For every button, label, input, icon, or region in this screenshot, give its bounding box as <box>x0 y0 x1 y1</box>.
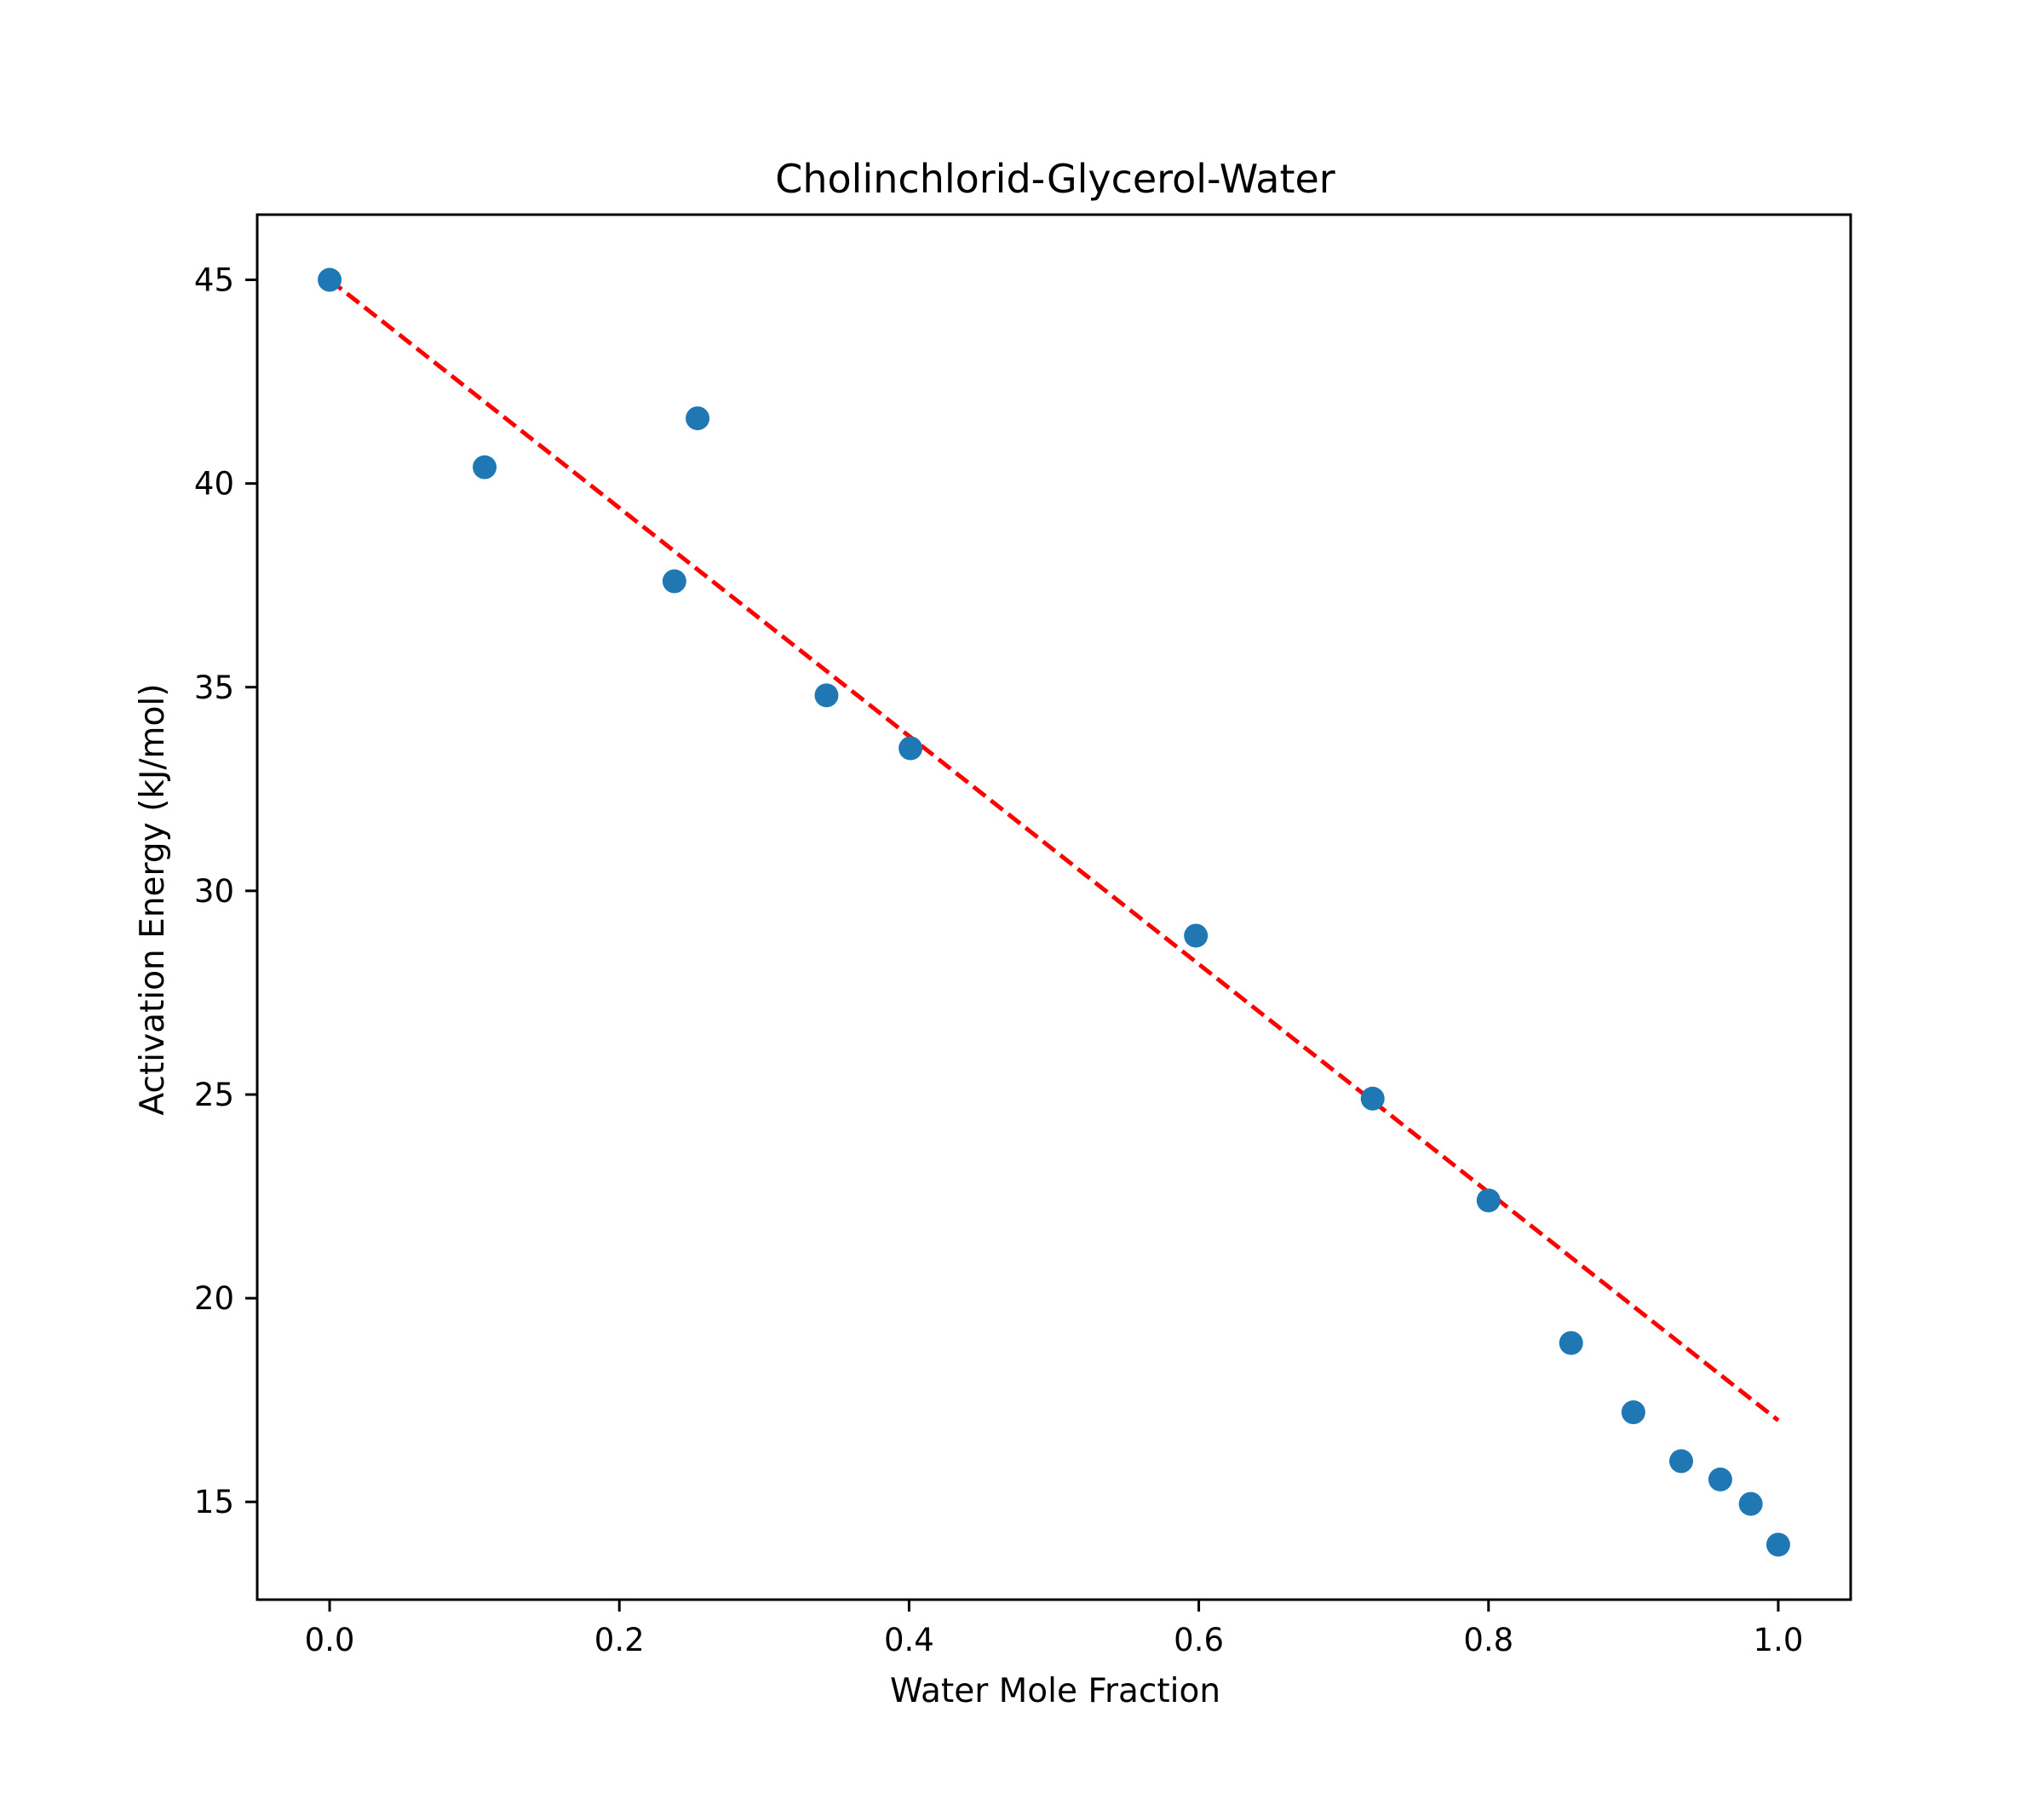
data-point <box>686 406 710 431</box>
plot-area-frame <box>256 213 1852 1601</box>
x-tick-label: 0.4 <box>884 1622 934 1658</box>
y-tick-label: 30 <box>194 873 234 910</box>
data-point <box>1766 1532 1790 1557</box>
data-point <box>899 736 923 761</box>
data-point <box>1360 1086 1385 1111</box>
x-tick-label: 1.0 <box>1754 1622 1804 1658</box>
data-point <box>1184 923 1209 948</box>
data-points-layer <box>318 267 1790 1557</box>
y-axis-ticks: 15 20 25 30 35 40 45 <box>194 262 257 1520</box>
x-axis-ticks: 0.0 0.2 0.4 0.6 0.8 1.0 <box>305 1600 1804 1658</box>
y-tick-label: 15 <box>194 1484 234 1520</box>
data-point <box>1559 1330 1583 1355</box>
data-point <box>1476 1188 1501 1213</box>
data-point <box>1668 1449 1693 1474</box>
data-point <box>1708 1467 1732 1491</box>
x-tick-label: 0.2 <box>594 1622 645 1658</box>
fit-line <box>328 278 1780 1422</box>
y-tick-label: 25 <box>194 1077 234 1113</box>
y-tick-label: 40 <box>194 466 234 503</box>
y-axis-label: Activation Energy (kJ/mol) <box>134 684 172 1116</box>
data-point <box>1621 1400 1645 1425</box>
x-tick-label: 0.6 <box>1174 1622 1224 1658</box>
data-point <box>318 267 342 292</box>
x-tick-label: 0.0 <box>305 1622 355 1658</box>
y-tick-label: 45 <box>194 262 234 299</box>
data-point <box>814 683 839 708</box>
data-point <box>1738 1491 1763 1516</box>
data-point <box>473 455 497 480</box>
chart-title: Cholinchlorid-Glycerol-Water <box>775 156 1335 202</box>
y-tick-label: 20 <box>194 1280 234 1317</box>
data-point <box>662 569 686 594</box>
x-axis-label: Water Mole Fraction <box>890 1672 1220 1710</box>
fit-line-layer <box>328 278 1780 1422</box>
y-tick-label: 35 <box>194 670 234 706</box>
x-tick-label: 0.8 <box>1463 1622 1513 1658</box>
